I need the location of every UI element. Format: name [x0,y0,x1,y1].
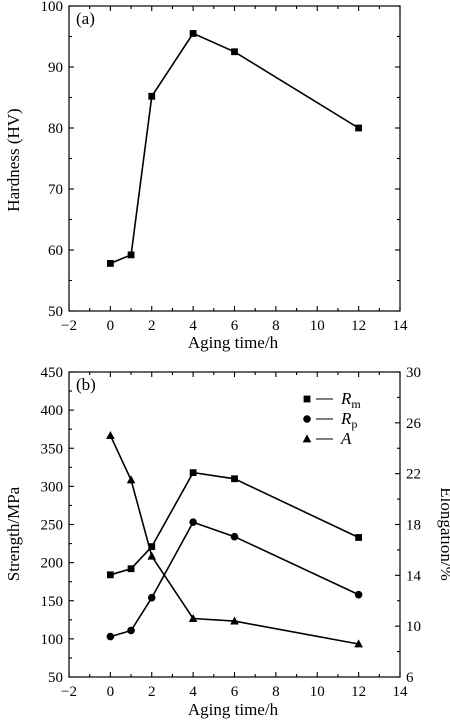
legend-marker-triangle [302,434,312,443]
panel-b-y2-tick-label: 10 [406,619,421,635]
panel-b-y2-tick-label: 22 [406,467,421,483]
panel-b-series-rm-point [355,534,363,541]
panel-a-y-tick-label: 50 [48,304,63,320]
panel-a-x-tick-label: 8 [272,318,280,334]
panel-b-series-a-point [354,639,363,648]
legend-label-main: R [340,389,352,408]
panel-b-y-tick-label: 250 [41,518,64,534]
panel-b-y2-tick-label: 26 [406,416,422,432]
legend-label: Rp [340,409,357,431]
panel-b-series-a-point [147,551,157,560]
panel-b-y2-tick-label: 18 [406,518,421,534]
panel-b-series-a-line [109,435,359,645]
panel-b-y-tick-label: 200 [41,556,64,572]
panel-b-series-rm-point [127,565,135,573]
panel-b-x-tick-label: 0 [107,684,115,700]
panel-b-series-rp-point [230,532,239,541]
panel-b-x-tick-label: 8 [272,684,280,700]
panel-a-series-hardness-point [148,92,156,100]
panel-b-x-axis-title: Aging time/h [188,700,279,719]
panel-b-right-y-axis-title: Elongation/% [437,487,450,580]
legend-label-main: R [340,409,352,428]
panel-b-series-rm-line [110,471,359,576]
panel-a-label: (a) [76,9,95,28]
panel-b-series-rm-point [189,469,197,477]
panel-a-x-axis-title: Aging time/h [188,333,279,352]
panel-b-y-tick-label: 400 [41,403,64,419]
panel-a-series-hardness-point [127,251,135,259]
panel-a-series-hardness-point [189,30,197,37]
panel-b-x-tick-label: 6 [231,684,239,700]
panel-b-series-rp-point [106,632,115,641]
panel-b-y-tick-label: 150 [41,594,64,610]
panel-a-y-tick-label: 60 [48,243,63,259]
panel-a-x-tick-label: 0 [107,318,115,334]
panel-a-x-tick-label: 4 [189,318,197,334]
legend-label-main: A [340,429,352,448]
hardness-chart: (a) Aging time/h Hardness (HV) −2 0 2 4 6 8 10… [4,0,408,352]
panel-b-x-tick-label: 2 [148,684,156,700]
panel-a-x-tick-label: 10 [310,318,325,334]
panel-b-y-tick-label: 100 [41,632,64,648]
panel-a-series-hardness-point [355,124,363,132]
legend-label-subscript: m [351,397,361,411]
panel-a-y-axis-title: Hardness (HV) [4,108,23,211]
panel-b-series-rm-point [148,543,156,551]
panel-b-y2-tick-label: 30 [406,365,421,381]
panel-b-x-tick-label: 12 [351,684,366,700]
panel-b-series-rm-point [106,571,114,579]
legend-label-subscript: p [351,417,357,431]
panel-a-x-tick-label: 2 [148,318,156,334]
panel-b-series-rp-point [354,590,363,599]
panel-a-series-hardness-point [231,48,238,56]
panel-a-x-tick-label: 6 [231,318,239,334]
panel-a-y-tick-label: 90 [48,60,63,76]
panel-b-x-tick-label: 10 [310,684,325,700]
legend-marker-square [303,395,311,403]
legend-marker-circle [303,415,311,423]
panel-b-series-rm-point [231,475,238,483]
panel-a-series-hardness-point [106,260,114,267]
panel-a-x-tick-label: 14 [393,318,409,334]
panel-b-label: (b) [76,375,96,394]
panel-b-series-rp-point [147,593,156,602]
panel-b-y-tick-label: 300 [41,479,64,495]
panel-b-series-rp-point [127,626,135,635]
legend-label: Rm [340,389,361,411]
tensile-properties-chart: (b) Aging time/h Strength/MPa Elongation… [4,365,450,719]
panel-b-series-rp-point [189,518,197,527]
panel-a-y-tick-label: 70 [48,182,63,198]
panel-b-left-y-axis-title: Strength/MPa [4,486,23,581]
panel-b-y-tick-label: 450 [41,365,64,381]
panel-b-x-tick-label: 14 [393,684,409,700]
panel-b-series-a-point [188,613,198,622]
panel-b-series-a-point [126,475,136,484]
legend-label: A [340,429,352,448]
panel-b-y-tick-label: 50 [48,670,63,686]
panel-b-y2-tick-label: 14 [406,568,422,584]
panel-b-x-tick-label: −2 [61,684,77,700]
panel-b-series-a-point [106,430,115,439]
panel-b-y2-tick-label: 6 [406,670,414,686]
panel-b-x-tick-label: 4 [189,684,197,700]
panel-a-x-tick-label: 12 [351,318,366,334]
panel-a-y-tick-label: 80 [48,121,63,137]
panel-a-x-tick-label: −2 [61,318,77,334]
panel-a-series-hardness-line [110,32,360,265]
panel-b-y-tick-label: 350 [41,441,64,457]
panel-a-y-tick-label: 100 [41,0,64,15]
panel-b-series-a-point [230,616,239,625]
